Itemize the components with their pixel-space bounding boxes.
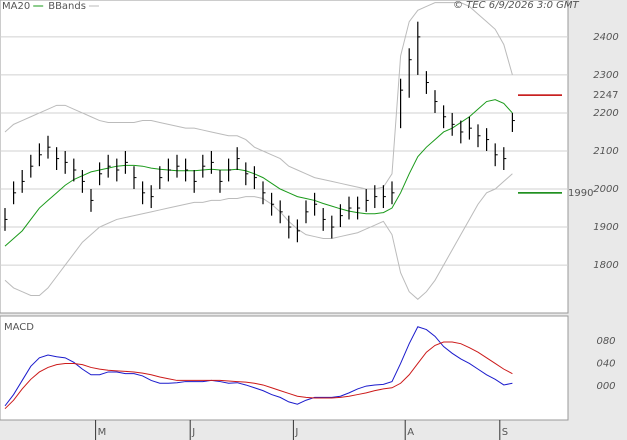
ma-line: [4, 99, 513, 247]
band-upper: [4, 2, 513, 190]
y-tick-label: 2300: [593, 70, 618, 81]
y-tick-label: 2200: [593, 108, 618, 119]
x-tick-label: A: [407, 427, 414, 438]
price-panel: [0, 0, 569, 314]
x-tick-label: M: [98, 427, 107, 438]
y-tick-label: 080: [596, 336, 615, 347]
y-tick-label: 040: [596, 358, 615, 369]
x-tick-label: J: [191, 427, 195, 438]
annotation: © TEC 6/9/2026 3:0 GMT: [453, 0, 580, 11]
macd-panel: [0, 315, 569, 421]
x-tick-label: S: [502, 427, 508, 438]
y-tick-label: 2000: [593, 184, 618, 195]
macd-title: MACD: [4, 322, 34, 333]
y-tick-label: 2100: [593, 146, 618, 157]
level-label: 1990: [568, 188, 593, 199]
y-tick-label: 000: [596, 381, 615, 392]
x-tick-label: J: [294, 427, 298, 438]
y-tick-label: 1800: [593, 260, 618, 271]
band-lower: [4, 173, 513, 300]
legend-label: MA20: [2, 1, 30, 12]
level-label: 2247: [593, 90, 618, 101]
macd-line: [4, 326, 513, 407]
macd-line: [4, 341, 513, 410]
plot-layer: [0, 2, 568, 410]
y-tick-label: 1900: [593, 222, 618, 233]
y-tick-label: 2400: [593, 32, 618, 43]
legend-label: BBands: [48, 1, 86, 12]
